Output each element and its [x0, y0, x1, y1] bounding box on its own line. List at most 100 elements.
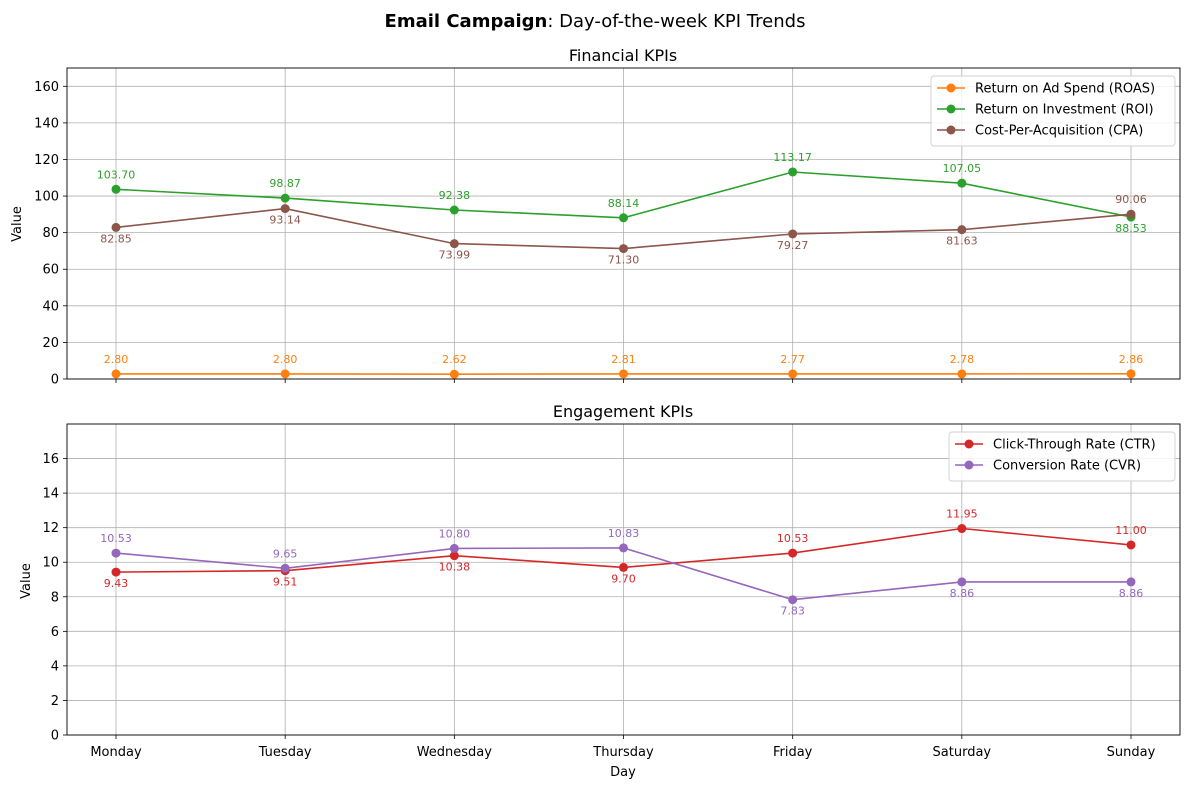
data-label: 10.80 — [439, 527, 471, 540]
data-point — [619, 244, 628, 254]
y-tick-label: 160 — [34, 80, 59, 95]
data-point — [280, 563, 290, 573]
data-point — [619, 213, 628, 223]
y-tick-label: 4 — [51, 659, 59, 674]
data-label: 2.80 — [104, 353, 129, 366]
data-label: 8.86 — [1119, 587, 1144, 600]
data-point — [280, 369, 290, 379]
y-tick-label: 2 — [51, 694, 59, 709]
y-axis-label: Value — [10, 206, 25, 242]
y-tick-label: 6 — [51, 625, 59, 640]
x-tick-label: Sunday — [1107, 745, 1156, 760]
data-point — [449, 205, 459, 215]
data-point — [957, 577, 967, 587]
data-label: 93.14 — [269, 214, 301, 227]
y-tick-label: 10 — [42, 556, 59, 571]
data-point — [111, 369, 121, 379]
legend-entry: Return on Ad Spend (ROAS) — [975, 82, 1155, 97]
data-point — [619, 562, 628, 572]
legend: Return on Ad Spend (ROAS) Return on Inves… — [930, 75, 1176, 147]
data-point — [111, 222, 121, 232]
data-label: 79.27 — [777, 239, 809, 252]
data-label: 10.83 — [608, 527, 640, 540]
x-axis-label: Day — [610, 765, 636, 780]
data-label: 81.63 — [946, 235, 978, 248]
data-point — [1126, 369, 1136, 379]
x-tick-label: Thursday — [592, 745, 654, 760]
legend-entry: Cost-Per-Acquisition (CPA) — [975, 124, 1143, 139]
axes-frame — [66, 423, 1181, 736]
data-label: 2.81 — [611, 353, 636, 366]
axes-frame — [66, 67, 1181, 380]
figure-title-bold: Email Campaign — [385, 11, 548, 32]
data-point — [111, 548, 121, 558]
figure-title: Email Campaign: Day-of-the-week KPI Tren… — [385, 11, 806, 32]
figure-title-rest: : Day-of-the-week KPI Trends — [547, 11, 805, 32]
financial-kpis-panel: Financial KPIs Value 0 20 40 60 80 100 120 140 1… — [10, 46, 1181, 388]
data-point — [280, 204, 290, 214]
legend-marker — [946, 104, 956, 114]
data-point — [788, 548, 798, 558]
data-label: 71.30 — [608, 254, 640, 267]
legend-entry: Return on Investment (ROI) — [975, 103, 1154, 118]
y-tick-label: 20 — [42, 336, 59, 351]
y-tick-label: 0 — [51, 373, 59, 388]
data-point — [788, 369, 798, 379]
legend-marker — [964, 460, 974, 470]
legend-entry: Click-Through Rate (CTR) — [993, 438, 1156, 453]
data-label: 90.06 — [1115, 193, 1147, 206]
data-label: 11.00 — [1115, 524, 1147, 537]
data-label: 113.17 — [773, 151, 812, 164]
legend-marker — [946, 125, 956, 135]
data-point — [1126, 209, 1136, 219]
y-tick-label: 0 — [51, 729, 59, 744]
legend-entry: Conversion Rate (CVR) — [993, 459, 1141, 474]
data-label: 9.43 — [104, 577, 129, 590]
legend-box — [948, 431, 1176, 482]
data-label: 10.38 — [439, 561, 471, 574]
data-point — [280, 193, 290, 203]
y-tick-label: 100 — [34, 190, 59, 205]
y-tick-label: 12 — [42, 521, 59, 536]
data-point — [957, 369, 967, 379]
y-tick-label: 40 — [42, 299, 59, 314]
data-point — [1126, 577, 1136, 587]
data-label: 107.05 — [943, 162, 982, 175]
x-tick-label: Monday — [90, 745, 142, 760]
y-tick-label: 80 — [42, 226, 59, 241]
data-label: 2.80 — [273, 353, 298, 366]
data-point — [1126, 540, 1136, 550]
data-point — [788, 595, 798, 605]
y-tick-label: 8 — [51, 590, 59, 605]
data-point — [957, 225, 967, 235]
data-label: 73.99 — [439, 249, 471, 262]
data-label: 2.86 — [1119, 353, 1144, 366]
y-tick-label: 140 — [34, 116, 59, 131]
data-label: 82.85 — [100, 232, 132, 245]
panel-title: Financial KPIs — [569, 46, 677, 65]
data-label: 98.87 — [269, 177, 301, 190]
data-point — [449, 369, 459, 379]
data-point — [619, 543, 628, 553]
data-point — [957, 178, 967, 188]
data-label: 10.53 — [777, 532, 809, 545]
y-tick-label: 120 — [34, 153, 59, 168]
legend-marker — [946, 83, 956, 93]
data-point — [449, 239, 459, 249]
data-label: 2.78 — [950, 353, 975, 366]
data-label: 88.53 — [1115, 222, 1147, 235]
data-label: 9.70 — [611, 572, 636, 585]
data-point — [619, 369, 628, 379]
x-tick-label: Wednesday — [417, 745, 493, 760]
data-label: 10.53 — [100, 532, 132, 545]
data-point — [788, 167, 798, 177]
y-tick-label: 14 — [42, 487, 59, 502]
data-label: 92.38 — [439, 189, 471, 202]
data-label: 9.51 — [273, 576, 298, 589]
legend: Click-Through Rate (CTR) Conversion Rate … — [948, 431, 1176, 482]
legend-box — [930, 75, 1176, 147]
x-tick-label: Saturday — [933, 745, 992, 760]
data-point — [111, 184, 121, 194]
y-tick-label: 16 — [42, 452, 59, 467]
